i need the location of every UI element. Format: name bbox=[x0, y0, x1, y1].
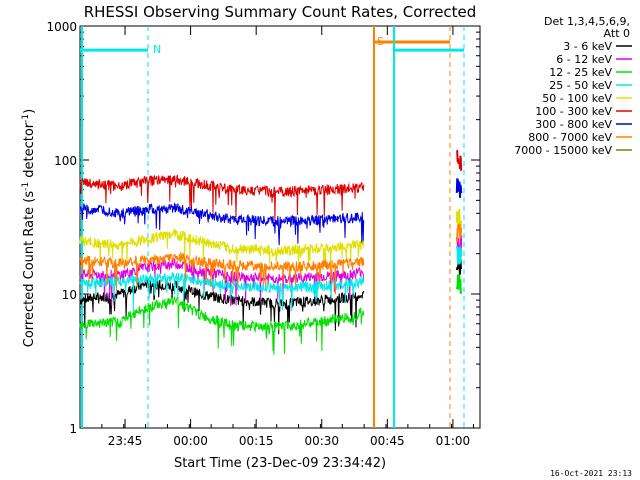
x-tick-label: 23:45 bbox=[108, 434, 143, 448]
legend-label-0: 3 - 6 keV bbox=[563, 40, 612, 53]
series-line-5 bbox=[79, 174, 365, 222]
series-burst-2 bbox=[455, 274, 463, 294]
y-tick-label: 1 bbox=[69, 422, 77, 436]
annotation-s: S bbox=[377, 35, 384, 48]
legend-label-2: 12 - 25 keV bbox=[549, 66, 612, 79]
series-line-4 bbox=[79, 227, 365, 275]
y-tick-label: 1000 bbox=[46, 20, 77, 34]
legend-label-6: 300 - 800 keV bbox=[535, 118, 612, 131]
series-line-2 bbox=[79, 294, 365, 355]
series-burst-3 bbox=[455, 245, 463, 265]
annotation-n: N bbox=[153, 43, 161, 56]
legend-header-2: Att 0 bbox=[604, 27, 630, 40]
y-axis-label: Corrected Count Rate (s-1 detector-1) bbox=[21, 109, 37, 347]
ylabel-sup2: -1 bbox=[21, 114, 31, 123]
ylabel-mid: detector bbox=[22, 122, 37, 182]
legend-label-3: 25 - 50 keV bbox=[549, 79, 612, 92]
legend-label-1: 6 - 12 keV bbox=[556, 53, 612, 66]
legend-label-8: 7000 - 15000 keV bbox=[514, 144, 612, 157]
series-line-7 bbox=[79, 251, 365, 295]
x-tick-label: 00:15 bbox=[239, 434, 274, 448]
series-burst-7 bbox=[455, 223, 463, 243]
ylabel-end: ) bbox=[22, 109, 37, 114]
series-burst-5 bbox=[456, 149, 463, 171]
x-axis-label: Start Time (23-Dec-09 23:34:42) bbox=[174, 456, 386, 471]
legend-label-7: 800 - 7000 keV bbox=[528, 131, 612, 144]
footer-date: 16-Oct-2021 23:13 bbox=[550, 469, 632, 478]
series-line-3 bbox=[79, 272, 365, 312]
series-burst-6 bbox=[455, 178, 463, 198]
series-burst-4 bbox=[455, 209, 463, 228]
x-tick-label: 00:00 bbox=[173, 434, 208, 448]
ylabel-main: Corrected Count Rate (s bbox=[22, 191, 37, 348]
y-tick-label: 10 bbox=[62, 288, 77, 302]
ylabel-sup1: -1 bbox=[21, 182, 31, 191]
x-tick-label: 00:30 bbox=[304, 434, 339, 448]
chart-title: RHESSI Observing Summary Count Rates, Co… bbox=[84, 3, 477, 21]
legend-header-1: Det 1,3,4,5,6,9, bbox=[544, 15, 630, 28]
x-tick-label: 01:00 bbox=[436, 434, 471, 448]
plot-area: 1 10 100 1000 23:45 00:00 00:15 00:30 00:45 01:00… bbox=[46, 20, 481, 448]
x-tick-label: 00:45 bbox=[370, 434, 405, 448]
y-tick-label: 100 bbox=[54, 154, 77, 168]
legend-label-5: 100 - 300 keV bbox=[535, 105, 612, 118]
series-line-6 bbox=[79, 202, 365, 246]
legend-label-4: 50 - 100 keV bbox=[542, 92, 612, 105]
plot-frame bbox=[79, 25, 481, 429]
